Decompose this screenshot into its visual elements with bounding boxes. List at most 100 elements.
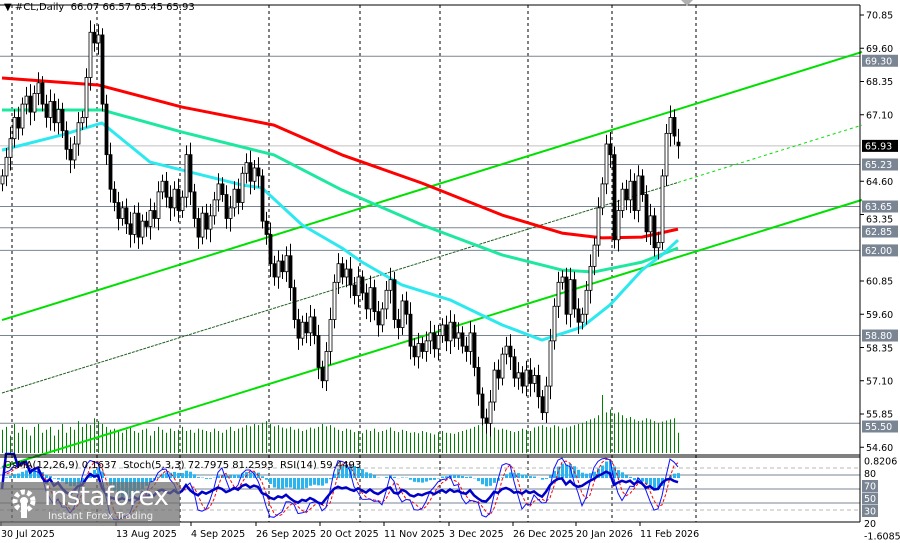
osma-bar xyxy=(185,470,188,478)
candle-body xyxy=(324,351,329,382)
candle-body xyxy=(500,353,505,379)
candle xyxy=(404,291,409,325)
trend-channel[interactable] xyxy=(1,51,863,468)
candle-body xyxy=(620,188,625,211)
candle-body xyxy=(640,175,645,195)
candle-body xyxy=(436,335,441,350)
candle-body xyxy=(0,175,5,185)
candle xyxy=(360,270,365,301)
candle xyxy=(8,126,13,171)
candle-body xyxy=(252,167,257,182)
candle xyxy=(592,237,597,276)
candle xyxy=(464,336,469,362)
osma-bar xyxy=(197,477,200,478)
osma-bar xyxy=(269,478,272,484)
candle xyxy=(184,145,189,208)
candle xyxy=(208,203,213,243)
osma-bar xyxy=(417,478,420,483)
indicator-level-label: 20 xyxy=(864,519,876,530)
candle xyxy=(300,315,305,346)
candle xyxy=(668,105,673,147)
candle-body xyxy=(24,95,29,105)
chart-shift-marker[interactable] xyxy=(681,0,693,6)
level-tag-bg xyxy=(862,244,898,257)
candle xyxy=(384,281,389,320)
osma-bar xyxy=(605,461,608,478)
candle xyxy=(632,173,637,220)
candle-body xyxy=(420,343,425,352)
candle-body xyxy=(456,332,461,339)
osma-bar xyxy=(325,478,328,484)
osma-bar xyxy=(65,478,68,485)
candle-body xyxy=(16,117,21,129)
price-tick-label: 59.60 xyxy=(866,310,893,321)
osma-bar xyxy=(29,470,32,478)
candle xyxy=(348,257,353,299)
candle xyxy=(248,150,253,195)
candle xyxy=(260,169,265,229)
candle xyxy=(460,326,465,354)
candle-body xyxy=(32,93,37,113)
candle-body xyxy=(128,223,133,235)
price-tick-label: 68.35 xyxy=(866,77,893,88)
osma-bar xyxy=(237,474,240,478)
candle xyxy=(652,207,657,257)
candle-body xyxy=(648,215,653,233)
osma-bar xyxy=(569,463,572,478)
candle xyxy=(56,98,61,135)
osma-bar xyxy=(229,475,232,478)
candle-body xyxy=(288,255,293,289)
candle-body xyxy=(132,212,137,235)
candle-body xyxy=(296,319,301,339)
dropdown-arrow-icon[interactable]: ▼ xyxy=(4,2,15,13)
candle-body xyxy=(564,276,569,315)
candle-body xyxy=(348,268,353,286)
candle xyxy=(252,159,257,191)
osma-bar xyxy=(557,466,560,478)
candle xyxy=(112,181,117,212)
candle xyxy=(84,68,89,128)
candle xyxy=(24,86,29,115)
candle xyxy=(428,320,433,355)
moving-average-ma_mid xyxy=(2,108,679,274)
candle xyxy=(196,207,201,249)
candle-body xyxy=(216,183,221,201)
candle-body xyxy=(444,324,449,342)
candle-body xyxy=(244,162,249,174)
candle xyxy=(364,283,369,320)
candle xyxy=(232,181,237,217)
candle-body xyxy=(256,167,261,177)
candle-body xyxy=(328,319,333,352)
candle xyxy=(552,298,557,350)
level-tag-bg xyxy=(862,225,898,238)
candle-body xyxy=(224,194,229,219)
osma-bar xyxy=(313,478,316,485)
osma-bar xyxy=(521,474,524,478)
osma-bar xyxy=(277,478,280,489)
osma-bar xyxy=(633,478,636,481)
osma-bar xyxy=(41,472,44,478)
osma-bar xyxy=(465,476,468,478)
osma-bar xyxy=(61,478,64,482)
candle-body xyxy=(508,345,513,358)
candle-body xyxy=(108,154,113,190)
candle xyxy=(620,182,625,218)
candle-body xyxy=(8,138,13,158)
osma-bar xyxy=(265,478,268,480)
candle-body xyxy=(332,281,337,320)
osma-bar xyxy=(477,478,480,482)
candle xyxy=(352,277,357,305)
candle xyxy=(656,231,661,260)
candle-body xyxy=(64,130,69,150)
osma-bar xyxy=(109,478,112,485)
osma-bar xyxy=(225,475,228,478)
open-value: 66.07 xyxy=(70,2,100,13)
candle-body xyxy=(488,401,493,424)
candle-body xyxy=(588,265,593,291)
indicator-level-tag-label: 30 xyxy=(864,507,876,518)
candle xyxy=(64,121,69,160)
candle xyxy=(164,171,169,208)
indicator-level-tag-bg xyxy=(862,505,878,517)
time-tick-label: 11 Feb 2026 xyxy=(640,529,699,540)
